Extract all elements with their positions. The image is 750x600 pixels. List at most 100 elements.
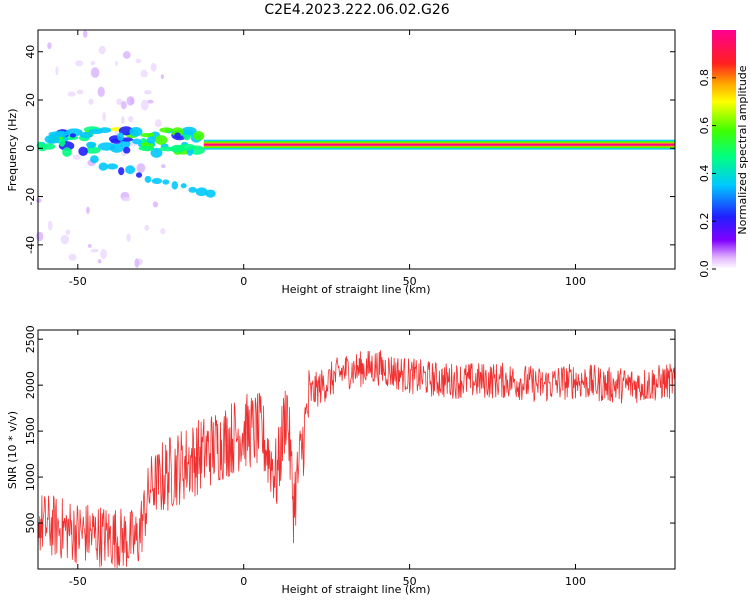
spectrogram-noise-blob <box>55 66 59 76</box>
spectrogram-blob <box>154 135 168 145</box>
spectrogram-blob <box>171 127 184 137</box>
spectrogram-noise-blob <box>121 196 131 202</box>
spectrogram-noise-blob <box>134 258 140 268</box>
snr-ticks: -50 0 50 100 500 1000 1500 2000 2500 <box>24 325 675 588</box>
spectrogram-noise-blob <box>154 119 162 128</box>
spectrogram-noise-blob <box>147 99 154 104</box>
colorbar-gradient <box>712 30 736 269</box>
spectrogram-noise-blob <box>65 229 71 236</box>
colorbar-tick-label: 0.0 <box>698 260 711 278</box>
spectrogram-blob <box>178 143 196 151</box>
snr-xtick-label: -50 <box>69 575 87 588</box>
spectrogram-blob <box>69 133 76 138</box>
spectrogram-blob <box>78 146 88 157</box>
spectrogram-blob <box>120 137 134 142</box>
spectrogram-xlabel: Height of straight line (km) <box>281 283 430 296</box>
spectrogram-blob <box>181 126 197 136</box>
spectrogram-drift-blob <box>162 179 170 185</box>
spectrogram-drift-blob <box>171 181 179 190</box>
spectrogram-noise-blob <box>152 201 159 208</box>
colorbar-tick-label: 0.2 <box>698 212 711 230</box>
spectrogram-noise-blob <box>87 243 92 248</box>
snr-ytick-label: 1000 <box>24 463 37 491</box>
spectrogram-noise-blob <box>135 58 142 64</box>
spectrogram-noise-blob <box>121 116 125 124</box>
spectrogram-blob <box>117 132 124 141</box>
spectrogram-noise-blob <box>136 163 146 173</box>
spectrogram-noise-blob <box>47 220 53 231</box>
spectrogram-noise-blob <box>98 45 106 55</box>
spectrogram-blob <box>123 146 131 154</box>
spectrogram-drift-blob <box>135 172 143 178</box>
spectrogram-noise-blob <box>160 74 165 80</box>
spectrogram-blob <box>109 143 124 153</box>
spectrogram-blob <box>118 126 134 136</box>
spectrogram-blob <box>140 133 153 138</box>
snr-xtick-label: 100 <box>565 575 586 588</box>
spectrogram-noise-blob <box>140 69 148 78</box>
spectrogram-ticks: -50 0 50 100 -40 -20 0 20 40 <box>24 30 675 288</box>
spectrogram-drift-blob <box>151 177 163 185</box>
snr-ylabel: SNR (10 * v/v) <box>6 411 19 489</box>
spectrogram-ylabel: Frequency (Hz) <box>6 109 19 192</box>
spectrogram-noise-blob <box>88 98 94 105</box>
spectrogram-noise-blob <box>128 115 134 123</box>
spectrogram-blob <box>79 131 93 139</box>
spectrogram-noise-blob <box>161 164 166 169</box>
spectrogram-noise-blob <box>97 86 105 98</box>
spectrogram-noise-blob <box>76 89 84 95</box>
spectrogram-blob <box>84 146 101 154</box>
spectrogram-ytick-label: 40 <box>24 45 37 59</box>
spectrogram-noise-blob <box>47 42 52 50</box>
spectrogram-ytick-label: 0 <box>24 145 37 152</box>
spectrogram-noise-blob <box>122 51 131 59</box>
spectrogram-blob <box>65 128 83 137</box>
snr-marks <box>37 350 675 569</box>
spectrogram-drift-blob <box>125 165 136 174</box>
spectrogram-ytick-label: -40 <box>24 236 37 254</box>
spectrogram-drift-blob <box>205 189 216 198</box>
figure-title: C2E4.2023.222.06.02.G26 <box>264 2 449 18</box>
snr-series-line <box>37 350 675 569</box>
spectrogram-panel: -50 0 50 100 -40 -20 0 20 40 Height of straight … <box>6 29 676 296</box>
snr-border <box>37 329 676 570</box>
spectrogram-ytick-label: -20 <box>24 188 37 206</box>
spectrogram-noise-blob <box>90 248 99 253</box>
spectrogram-drift-blob <box>195 187 208 197</box>
spectrogram-noise-blob <box>86 206 90 214</box>
spectrogram-noise-blob <box>120 101 127 110</box>
spectrogram-drift-blob <box>144 175 152 183</box>
snr-ytick-label: 500 <box>24 513 37 534</box>
colorbar: 0.0 0.2 0.4 0.6 0.8 Normalized spectral ampl… <box>698 30 749 278</box>
spectrogram-noise-blob <box>144 224 150 231</box>
spectrogram-noise-blob <box>114 130 119 136</box>
spectrogram-noise-blob <box>116 98 123 106</box>
colorbar-tick-label: 0.6 <box>698 117 711 135</box>
spectrogram-blob <box>193 131 205 141</box>
spectrogram-blob <box>146 136 156 144</box>
spectrogram-blob <box>138 145 155 152</box>
spectrogram-noise-blob <box>72 154 81 160</box>
colorbar-label: Normalized spectral amplitude <box>736 65 749 234</box>
spectrogram-drift-blob <box>118 167 125 176</box>
spectrogram-blob <box>98 127 112 133</box>
spectrogram-noise-blob <box>126 233 131 243</box>
snr-xtick-label: 0 <box>240 575 247 588</box>
spectrogram-noise-blob <box>102 112 107 122</box>
spectrogram-noise-blob <box>97 259 102 264</box>
snr-xlabel: Height of straight line (km) <box>281 583 430 596</box>
spectrogram-noise-blob <box>60 234 70 245</box>
spectrogram-xtick-label: -50 <box>69 275 87 288</box>
spectrogram-blob <box>159 127 174 133</box>
spectrogram-blob <box>174 132 181 139</box>
spectrogram-marks <box>35 30 675 268</box>
spectrogram-noise-blob <box>114 60 119 67</box>
spectrogram-blob <box>86 141 97 149</box>
spectrogram-xtick-label: 0 <box>240 275 247 288</box>
spectrogram-ytick-label: 20 <box>24 93 37 107</box>
spectrogram-noise-blob <box>126 96 135 106</box>
spectrogram-noise-blob <box>35 198 42 203</box>
spectrogram-noise-blob <box>68 253 77 261</box>
spectrogram-drift-blob <box>188 186 197 193</box>
